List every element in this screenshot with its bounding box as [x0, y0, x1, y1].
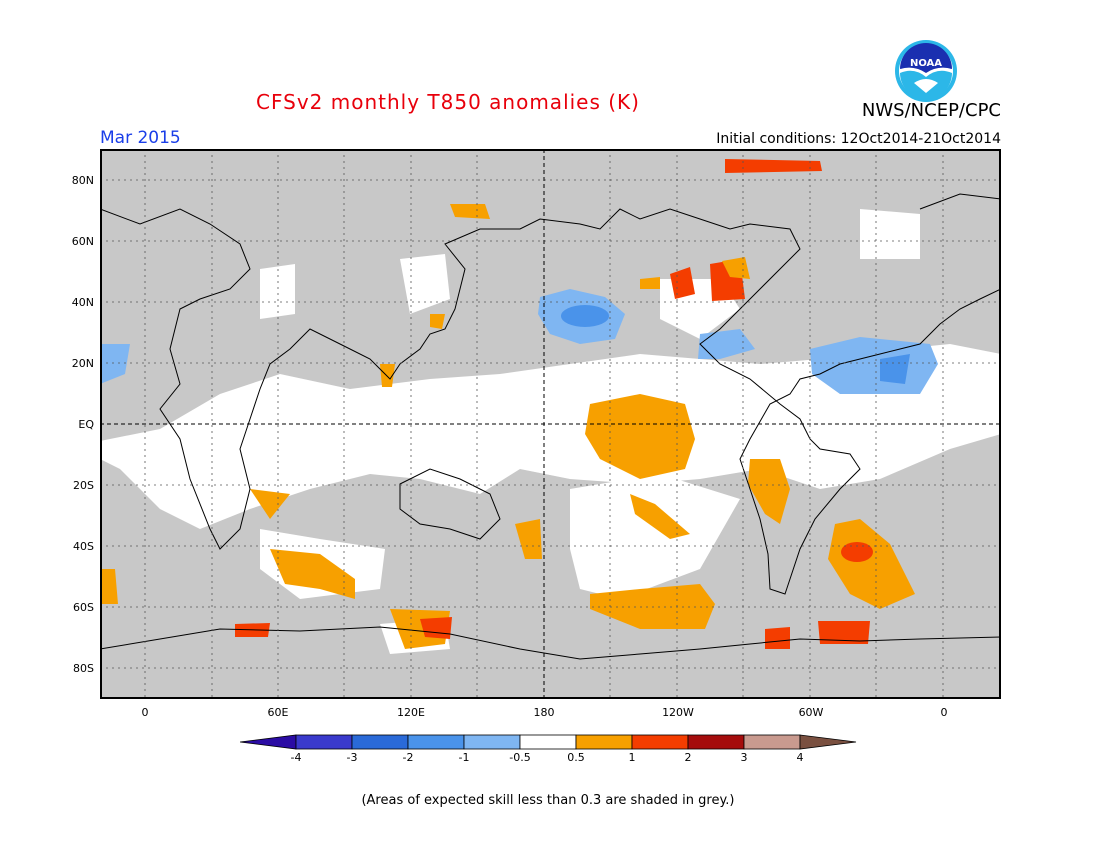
colorbar-segment [407, 734, 465, 750]
colorbar-segment [743, 734, 801, 750]
blue-anomaly-atlantic [810, 337, 938, 394]
colorbar-segment [463, 734, 521, 750]
graticule [100, 149, 1001, 699]
red-anomaly-antarctic-east [420, 617, 452, 639]
orange-anomaly-new-zealand [515, 519, 542, 559]
orange-anomaly-central-pacific [585, 394, 695, 479]
colorbar-tick-label: -2 [402, 751, 414, 764]
colorbar-tick-label: 0.5 [567, 751, 585, 764]
colorbar-tick-label: -3 [346, 751, 358, 764]
lat-label-60s: 60S [73, 601, 94, 614]
orange-anomaly-south-atlantic [828, 519, 915, 609]
blue-anomaly-atlantic-core [880, 354, 910, 384]
colorbar-tick-label: -1 [458, 751, 470, 764]
initial-conditions: Initial conditions: 12Oct2014-21Oct2014 [716, 131, 1001, 147]
orange-anomaly-arctic [450, 204, 490, 219]
lat-label-20s: 20S [73, 479, 94, 492]
map-frame [100, 149, 1001, 699]
colorbar-tick-label: -4 [290, 751, 302, 764]
blue-anomaly-gulf [698, 329, 755, 359]
red-anomaly-south-atlantic [841, 542, 873, 562]
colorbar-segment [687, 734, 745, 750]
colorbar-segment-highest [799, 734, 857, 750]
coastlines [100, 193, 1001, 660]
lon-label-120w: 120W [662, 706, 694, 719]
colorbar-tick-label: 4 [796, 751, 804, 764]
forecast-month: Mar 2015 [100, 128, 181, 148]
orange-anomaly-south-america [748, 459, 790, 524]
orange-anomaly-north-america [640, 257, 750, 289]
agency-label: NWS/NCEP/CPC [861, 100, 1001, 121]
lat-label-60n: 60N [71, 235, 94, 248]
lon-label-60w: 60W [798, 706, 824, 719]
orange-anomaly-indian-ocean [250, 489, 355, 599]
colorbar-segment [575, 734, 633, 750]
colorbar [240, 734, 857, 750]
tropics-white-region [100, 344, 1001, 529]
colorbar-segment [295, 734, 353, 750]
colorbar-segment [519, 734, 577, 750]
north-white-patches [260, 209, 920, 339]
orange-anomaly-south-pacific-streak [630, 494, 690, 539]
blue-anomaly-africa-west [100, 344, 130, 384]
lat-label-80s: 80S [73, 662, 94, 675]
colorbar-segment-lowest [240, 734, 297, 750]
colorbar-tick-label: -0.5 [509, 751, 531, 764]
colorbar-segment [351, 734, 409, 750]
anomaly-map [100, 149, 1001, 699]
colorbar-segment [631, 734, 689, 750]
lat-label-40s: 40S [73, 540, 94, 553]
lon-label-0-west: 0 [141, 706, 149, 719]
skill-note: (Areas of expected skill less than 0.3 a… [361, 793, 735, 808]
noaa-logo: NOAA [895, 40, 957, 102]
lat-label-40n: 40N [71, 296, 94, 309]
lat-label-eq: EQ [78, 418, 94, 431]
lon-label-0-east: 0 [940, 706, 948, 719]
lon-label-180: 180 [533, 706, 555, 719]
lat-label-20n: 20N [71, 357, 94, 370]
blue-anomaly-north-pacific-core [561, 305, 609, 327]
colorbar-tick-label: 2 [684, 751, 692, 764]
orange-anomaly-southern-pacific [590, 584, 715, 629]
colorbar-tick-label: 3 [740, 751, 748, 764]
lon-label-120e: 120E [397, 706, 425, 719]
red-anomaly-arctic [725, 159, 822, 173]
chart-title: CFSv2 monthly T850 anomalies (K) [256, 90, 640, 114]
south-pacific-white [570, 474, 740, 599]
svg-text:NOAA: NOAA [910, 58, 942, 69]
colorbar-tick-label: 1 [628, 751, 636, 764]
lon-label-60e: 60E [267, 706, 289, 719]
lat-label-80n: 80N [71, 174, 94, 187]
